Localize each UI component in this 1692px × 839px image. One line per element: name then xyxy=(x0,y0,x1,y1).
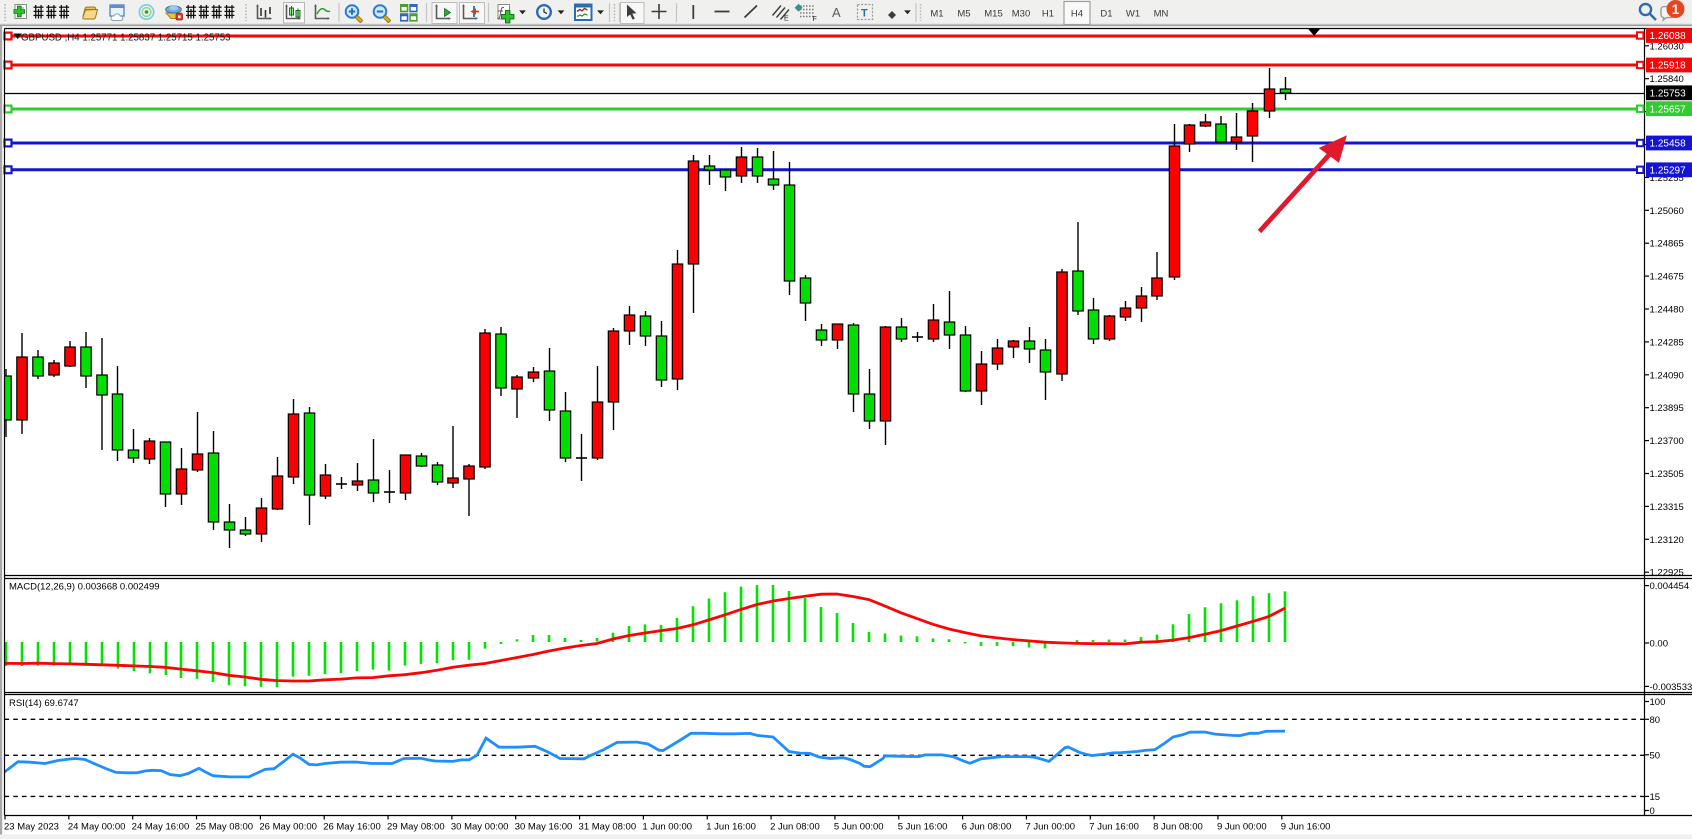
svg-text:9 Jun 16:00: 9 Jun 16:00 xyxy=(1281,822,1331,833)
svg-text:1.25255: 1.25255 xyxy=(1650,173,1684,184)
svg-text:T: T xyxy=(861,8,868,20)
svg-text:31 May 08:00: 31 May 08:00 xyxy=(579,822,637,833)
svg-text:H1: H1 xyxy=(1042,9,1054,20)
svg-text:1 Jun 00:00: 1 Jun 00:00 xyxy=(642,822,692,833)
svg-text:1.25753: 1.25753 xyxy=(1650,89,1687,100)
svg-text:24 May 16:00: 24 May 16:00 xyxy=(132,822,190,833)
svg-text:W1: W1 xyxy=(1126,9,1140,20)
svg-text:2 Jun 08:00: 2 Jun 08:00 xyxy=(770,822,820,833)
svg-text:1.24285: 1.24285 xyxy=(1650,337,1684,348)
svg-text:1 Jun 16:00: 1 Jun 16:00 xyxy=(706,822,756,833)
svg-text:26 May 16:00: 26 May 16:00 xyxy=(323,822,381,833)
svg-text:50: 50 xyxy=(1650,750,1661,761)
svg-text:9 Jun 00:00: 9 Jun 00:00 xyxy=(1217,822,1267,833)
svg-text:MACD(12,26,9) 0.003668 0.00249: MACD(12,26,9) 0.003668 0.002499 xyxy=(9,582,160,593)
svg-text:1.23315: 1.23315 xyxy=(1650,502,1684,513)
svg-text:M30: M30 xyxy=(1012,9,1030,20)
svg-text:MN: MN xyxy=(1154,9,1169,20)
svg-text:30 May 00:00: 30 May 00:00 xyxy=(451,822,509,833)
svg-text:M1: M1 xyxy=(930,9,943,20)
svg-text:1.22925: 1.22925 xyxy=(1650,568,1684,579)
svg-text:7 Jun 00:00: 7 Jun 00:00 xyxy=(1025,822,1075,833)
svg-text:5 Jun 16:00: 5 Jun 16:00 xyxy=(898,822,948,833)
svg-text:30 May 16:00: 30 May 16:00 xyxy=(515,822,573,833)
svg-text:1.23120: 1.23120 xyxy=(1650,535,1684,546)
svg-text:80: 80 xyxy=(1650,715,1661,726)
svg-text:1.23505: 1.23505 xyxy=(1650,469,1684,480)
svg-text:0.004454: 0.004454 xyxy=(1650,581,1690,592)
svg-text:26 May 00:00: 26 May 00:00 xyxy=(259,822,317,833)
svg-text:F: F xyxy=(813,16,817,23)
svg-text:1.25297: 1.25297 xyxy=(1650,166,1687,177)
svg-text:D1: D1 xyxy=(1100,9,1112,20)
svg-text:GBPUSD ,H4 1.25771 1.25837 1.: GBPUSD ,H4 1.25771 1.25837 1.25715 1.257… xyxy=(21,32,231,43)
svg-text:1.25458: 1.25458 xyxy=(1650,139,1687,150)
svg-text:E: E xyxy=(784,16,789,23)
svg-text:1.24865: 1.24865 xyxy=(1650,239,1684,250)
svg-text:1.25657: 1.25657 xyxy=(1650,104,1687,115)
svg-text:RSI(14) 69.6747: RSI(14) 69.6747 xyxy=(9,698,79,709)
svg-text:1: 1 xyxy=(1672,2,1680,17)
svg-text:1.24675: 1.24675 xyxy=(1650,272,1684,283)
svg-text:1.24090: 1.24090 xyxy=(1650,370,1684,381)
svg-text:H4: H4 xyxy=(1071,9,1083,20)
svg-text:1.26088: 1.26088 xyxy=(1650,31,1687,42)
svg-text:5 Jun 00:00: 5 Jun 00:00 xyxy=(834,822,884,833)
svg-text:23 May 2023: 23 May 2023 xyxy=(4,822,59,833)
svg-text:29 May 08:00: 29 May 08:00 xyxy=(387,822,445,833)
svg-text:M5: M5 xyxy=(957,9,970,20)
svg-text:100: 100 xyxy=(1650,697,1666,708)
svg-text:-0.003533: -0.003533 xyxy=(1650,682,1692,693)
svg-text:A: A xyxy=(832,5,841,20)
svg-text:24 May 00:00: 24 May 00:00 xyxy=(68,822,126,833)
svg-text:25 May 08:00: 25 May 08:00 xyxy=(196,822,254,833)
svg-text:1.26030: 1.26030 xyxy=(1650,41,1684,52)
svg-text:6 Jun 08:00: 6 Jun 08:00 xyxy=(962,822,1012,833)
svg-text:15: 15 xyxy=(1650,792,1661,803)
svg-text:M15: M15 xyxy=(984,9,1002,20)
svg-text:1.23700: 1.23700 xyxy=(1650,436,1684,447)
svg-text:8 Jun 08:00: 8 Jun 08:00 xyxy=(1153,822,1203,833)
svg-text:1.23895: 1.23895 xyxy=(1650,403,1684,414)
svg-text:7 Jun 16:00: 7 Jun 16:00 xyxy=(1089,822,1139,833)
svg-text:0.00: 0.00 xyxy=(1650,639,1669,650)
svg-text:1.25918: 1.25918 xyxy=(1650,61,1687,72)
svg-text:1.25060: 1.25060 xyxy=(1650,206,1684,217)
svg-text:1.24480: 1.24480 xyxy=(1650,305,1684,316)
svg-text:1.25840: 1.25840 xyxy=(1650,74,1684,85)
svg-text:0: 0 xyxy=(1650,806,1655,817)
